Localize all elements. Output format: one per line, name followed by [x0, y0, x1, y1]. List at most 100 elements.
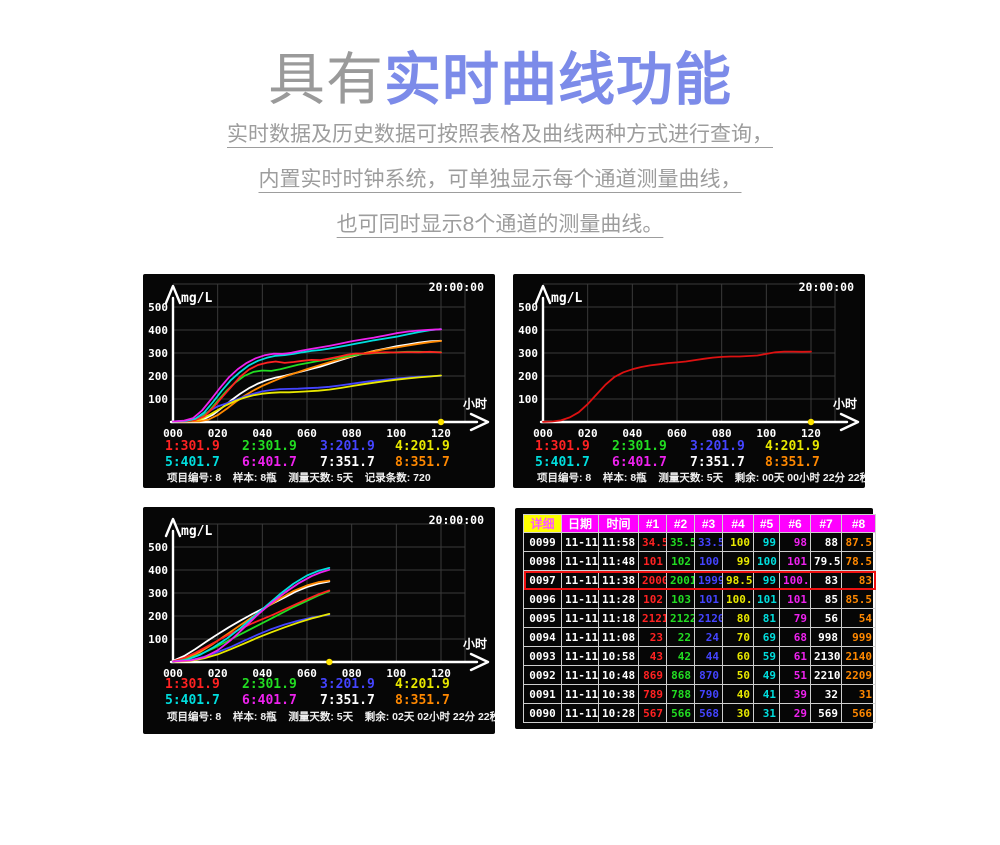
table-row: 0095 11-11 11:18 2121 2122 2120 80 81 79 56 54 — [523, 608, 876, 628]
channel-value-cell: 49 — [753, 665, 780, 685]
channel-value-cell: 24 — [694, 627, 723, 647]
channel-value-cell: 99 — [722, 551, 754, 571]
legend-item-channel-2: 2:301.9 — [242, 677, 297, 692]
legend-item-channel-3: 3:201.9 — [320, 439, 375, 454]
date-cell: 11-11 — [561, 608, 599, 628]
status-text: 项目编号: 8 样本: 8瓶 测量天数: 5天 剩余: 00天 00小时 22分… — [537, 471, 865, 484]
curve-channel-1 — [172, 589, 331, 663]
channel-value-cell: 87.5 — [841, 532, 876, 552]
x-axis-label: 小时 — [463, 396, 487, 411]
subtitle-line: 实时数据及历史数据可按照表格及曲线两种方式进行查询， — [227, 123, 773, 146]
time-cell: 11:58 — [598, 532, 639, 552]
chart-panel-single-channel: 20:00:00 mg/L 小时 100 200 300 400 500 000 020 040 06… — [513, 274, 871, 488]
x-tick-label: 080 — [342, 427, 362, 440]
channel-value-cell: 44 — [694, 646, 723, 666]
channel-value-cell: 43 — [638, 646, 667, 666]
x-tick-label: 000 — [533, 427, 553, 440]
legend-item-channel-8: 8:351.7 — [765, 455, 820, 470]
channel-value-cell: 2001 — [666, 570, 695, 590]
channel-value-cell: 31 — [753, 703, 780, 723]
x-tick-label: 000 — [163, 427, 183, 440]
legend-item-channel-4: 4:201.9 — [395, 439, 450, 454]
legend-item-channel-3: 3:201.9 — [320, 677, 375, 692]
channel-value-cell: 98 — [779, 532, 811, 552]
x-tick-label: 060 — [667, 427, 687, 440]
channel-value-cell: 2121 — [638, 608, 667, 628]
curve-channel-4 — [172, 613, 331, 663]
legend-item-channel-5: 5:401.7 — [165, 693, 220, 708]
channel-value-cell: 39 — [779, 684, 811, 704]
grid — [543, 283, 836, 422]
channel-value-cell: 1999 — [694, 570, 723, 590]
table-header: #5 — [753, 514, 780, 533]
chart-panel-multi-channel-partial: 20:00:00 mg/L 小时 100 200 300 400 500 000 020 040 06… — [143, 507, 501, 734]
x-axis-arrow-icon — [469, 412, 490, 432]
subtitle-line: 内置实时时钟系统，可单独显示每个通道测量曲线， — [258, 168, 742, 191]
x-tick-label: 120 — [431, 667, 451, 680]
x-tick-label: 100 — [756, 427, 776, 440]
legend-item-channel-2: 2:301.9 — [612, 439, 667, 454]
time-cell: 11:38 — [598, 570, 639, 590]
record-id-cell: 0094 — [523, 627, 562, 647]
channel-value-cell: 99 — [753, 532, 780, 552]
channel-value-cell: 85.5 — [841, 589, 876, 609]
table-header: #2 — [666, 514, 695, 533]
time-cell: 11:08 — [598, 627, 639, 647]
table-header: #6 — [779, 514, 811, 533]
channel-value-cell: 2210 — [810, 665, 842, 685]
record-id-cell: 0093 — [523, 646, 562, 666]
time-cell: 10:38 — [598, 684, 639, 704]
legend-item-channel-2: 2:301.9 — [242, 439, 297, 454]
x-axis-label: 小时 — [833, 396, 857, 411]
curve-channel-2 — [172, 590, 331, 663]
page-subtitles: 实时数据及历史数据可按照表格及曲线两种方式进行查询， 内置实时时钟系统，可单独显… — [0, 112, 1000, 247]
legend-item-channel-7: 7:351.7 — [320, 693, 375, 708]
y-tick-label: 300 — [148, 587, 168, 600]
channel-value-cell: 998 — [810, 627, 842, 647]
legend-item-channel-8: 8:351.7 — [395, 693, 450, 708]
y-tick-label: 200 — [518, 370, 538, 383]
progress-dot — [807, 418, 815, 426]
channel-value-cell: 81 — [753, 608, 780, 628]
channel-value-cell: 22 — [666, 627, 695, 647]
progress-dot — [437, 418, 445, 426]
x-axis-arrow-icon — [839, 412, 860, 432]
channel-value-cell: 790 — [694, 684, 723, 704]
legend-item-channel-8: 8:351.7 — [395, 455, 450, 470]
y-tick-label: 300 — [148, 347, 168, 360]
y-axis-arrow-icon — [164, 517, 182, 538]
date-cell: 11-11 — [561, 570, 599, 590]
table-header-detail: 详细 — [523, 514, 562, 533]
grid — [173, 283, 466, 422]
channel-value-cell: 566 — [666, 703, 695, 723]
y-tick-label: 400 — [148, 564, 168, 577]
table-header: #4 — [722, 514, 754, 533]
multi-channel-partial-chart: 20:00:00 mg/L 小时 100 200 300 400 500 000 020 040 06… — [148, 513, 501, 723]
chart-panel-multi-channel: 20:00:00 mg/L 小时 100 200 300 400 500 000 020 040 06… — [143, 274, 495, 488]
subtitle-line: 也可同时显示8个通道的测量曲线。 — [336, 213, 664, 236]
date-cell: 11-11 — [561, 627, 599, 647]
channel-value-cell: 88 — [810, 532, 842, 552]
legend-item-channel-1: 1:301.9 — [165, 677, 220, 692]
table-row: 0091 11-11 10:38 789 788 790 40 41 39 32 31 — [523, 684, 876, 704]
status-text: 项目编号: 8 样本: 8瓶 测量天数: 5天 记录条数: 720 — [167, 471, 431, 484]
y-tick-label: 100 — [518, 393, 538, 406]
curve-channel-3 — [172, 374, 442, 423]
status-text: 项目编号: 8 样本: 8瓶 测量天数: 5天 剩余: 02天 02小时 22分… — [167, 710, 495, 723]
channel-value-cell: 35.5 — [666, 532, 695, 552]
channel-value-cell: 789 — [638, 684, 667, 704]
legend-item-channel-7: 7:351.7 — [320, 455, 375, 470]
curve-channel-1 — [172, 350, 442, 423]
channel-value-cell: 568 — [694, 703, 723, 723]
channel-value-cell: 41 — [753, 684, 780, 704]
legend-item-channel-1: 1:301.9 — [535, 439, 590, 454]
x-tick-label: 100 — [386, 667, 406, 680]
x-tick-label: 120 — [431, 427, 451, 440]
y-tick-label: 500 — [148, 301, 168, 314]
record-id-cell: 0098 — [523, 551, 562, 571]
clock-text: 20:00:00 — [429, 280, 484, 294]
legend-item-channel-5: 5:401.7 — [165, 455, 220, 470]
y-axis-unit-label: mg/L — [551, 291, 582, 306]
channel-value-cell: 101 — [779, 589, 811, 609]
channel-value-cell: 100 — [753, 551, 780, 571]
